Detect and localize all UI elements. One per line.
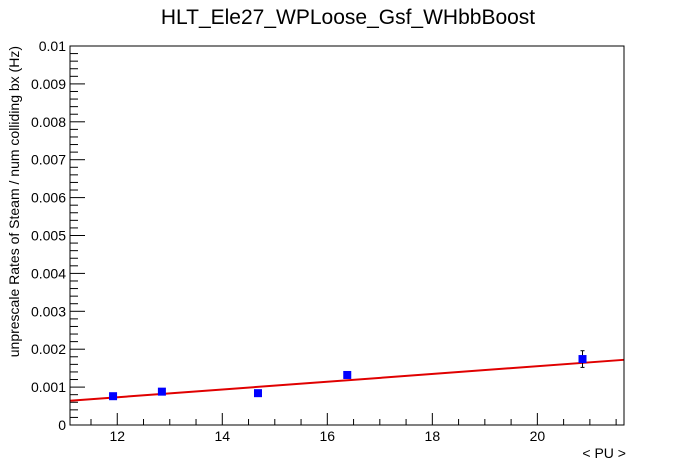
y-axis-label: unprescale Rates of Steam / num collidin… xyxy=(6,46,22,357)
x-tick-label: 20 xyxy=(530,428,546,444)
y-tick-label: 0.01 xyxy=(39,38,66,54)
y-tick-label: 0.007 xyxy=(31,152,66,168)
x-tick-label: 14 xyxy=(214,428,230,444)
x-tick-label: 18 xyxy=(425,428,441,444)
y-ticks: 0 0.001 0.002 0.003 0.004 0.005 0.006 0.007 0.00… xyxy=(31,38,85,433)
x-ticks: 12 14 16 18 20 xyxy=(90,413,617,444)
data-point xyxy=(157,387,166,396)
y-tick-label: 0.008 xyxy=(31,114,66,130)
data-point xyxy=(109,392,118,401)
x-tick-label: 12 xyxy=(109,428,125,444)
chart-title: HLT_Ele27_WPLoose_Gsf_WHbbBoost xyxy=(161,6,535,29)
y-tick-label: 0.009 xyxy=(31,76,66,92)
x-axis-label: < PU > xyxy=(582,445,626,461)
y-tick-label: 0.004 xyxy=(31,265,66,281)
y-tick-label: 0.003 xyxy=(31,303,66,319)
y-tick-label: 0.001 xyxy=(31,379,66,395)
y-tick-label: 0.005 xyxy=(31,228,66,244)
y-tick-label: 0 xyxy=(58,417,66,433)
y-tick-label: 0.002 xyxy=(31,341,66,357)
plot-frame xyxy=(69,45,625,426)
data-point xyxy=(578,355,587,364)
data-point xyxy=(253,389,262,398)
data-points xyxy=(109,350,587,401)
x-tick-label: 16 xyxy=(320,428,336,444)
data-point xyxy=(343,370,352,379)
y-tick-label: 0.006 xyxy=(31,190,66,206)
